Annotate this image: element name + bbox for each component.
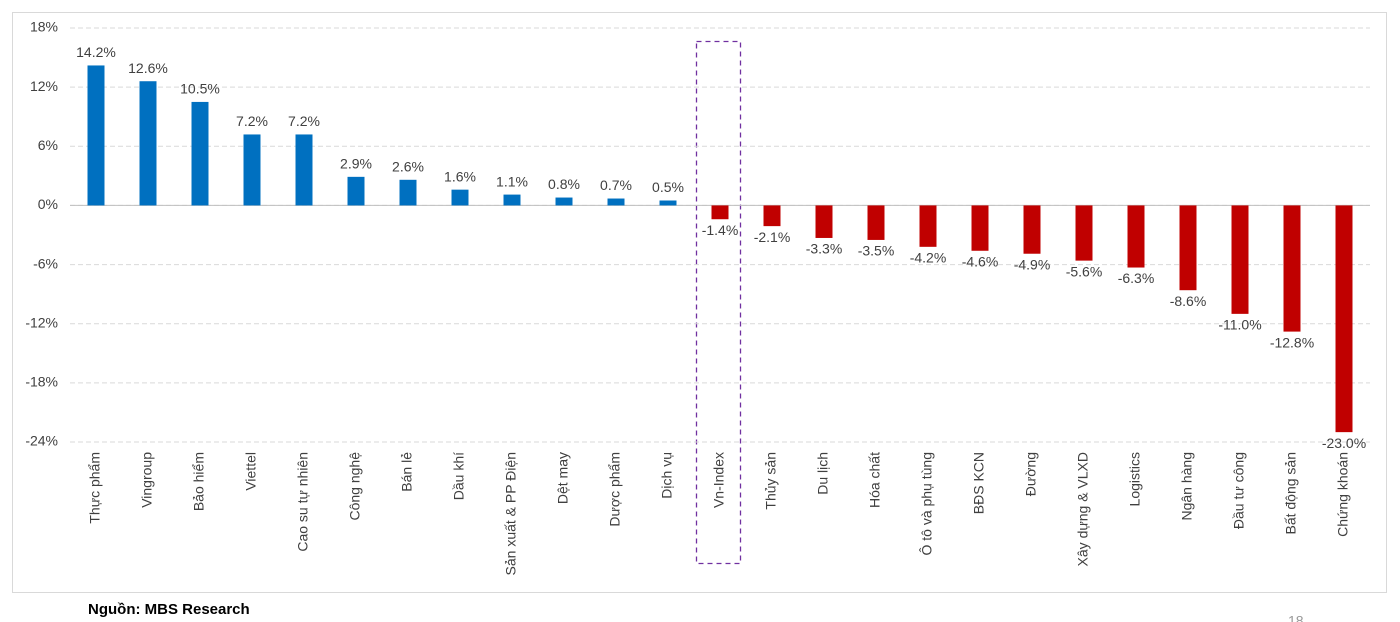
value-label: -8.6% xyxy=(1170,293,1207,309)
y-tick-label: 18% xyxy=(30,19,58,35)
value-label: -5.6% xyxy=(1066,263,1103,279)
value-label: 7.2% xyxy=(288,113,320,129)
x-tick-label: Dệt may xyxy=(555,452,571,504)
bar xyxy=(1231,205,1249,314)
x-tick-label: Đường xyxy=(1023,452,1039,496)
x-tick-label: Cao su tự nhiên xyxy=(295,452,311,552)
x-tick-label: Vn-Index xyxy=(711,452,727,508)
bar xyxy=(763,205,781,227)
bar xyxy=(1283,205,1301,332)
bar xyxy=(815,205,833,238)
value-label: -11.0% xyxy=(1218,317,1261,333)
x-tick-label: BĐS KCN xyxy=(971,452,987,514)
bar xyxy=(1179,205,1197,291)
value-label: -4.6% xyxy=(962,253,999,269)
source: Nguồn: MBS Research xyxy=(88,601,250,618)
bar xyxy=(1075,205,1093,261)
bar xyxy=(399,179,417,206)
value-label: -3.3% xyxy=(806,241,843,257)
value-label: 7.2% xyxy=(236,113,268,129)
bar xyxy=(243,134,261,206)
x-tick-label: Dược phẩm xyxy=(607,452,623,527)
value-label: 0.5% xyxy=(652,179,684,195)
x-tick-label: Hóa chất xyxy=(867,452,883,508)
x-tick-label: Logistics xyxy=(1127,452,1143,506)
bar xyxy=(1335,205,1353,433)
x-tick-label: Bất động sản xyxy=(1283,452,1299,535)
bar xyxy=(503,194,521,206)
bar xyxy=(607,198,625,206)
bar xyxy=(711,205,729,220)
value-label: 0.8% xyxy=(548,176,580,192)
value-label: -4.9% xyxy=(1014,256,1051,272)
value-label: 10.5% xyxy=(180,81,220,97)
value-label: -4.2% xyxy=(910,250,947,266)
bar xyxy=(919,205,937,247)
x-tick-label: Dịch vụ xyxy=(659,452,675,499)
bar xyxy=(1127,205,1145,268)
value-label: -2.1% xyxy=(754,229,791,245)
page-number: 18 xyxy=(1288,613,1304,622)
value-label: -1.4% xyxy=(702,222,739,238)
highlight-box xyxy=(695,40,742,565)
value-label: 1.1% xyxy=(496,173,528,189)
bar xyxy=(971,205,989,251)
bar xyxy=(867,205,885,240)
bar xyxy=(347,176,365,206)
value-label: -6.3% xyxy=(1118,270,1155,286)
x-tick-label: Vingroup xyxy=(139,452,155,508)
bar xyxy=(139,81,157,206)
value-label: 2.9% xyxy=(340,156,372,172)
y-tick-label: -12% xyxy=(25,314,58,330)
x-tick-label: Ô tô và phụ tùng xyxy=(919,452,935,556)
x-tick-label: Viettel xyxy=(243,452,259,491)
value-label: 14.2% xyxy=(76,44,116,60)
x-tick-label: Bán lẻ xyxy=(399,452,415,492)
value-label: 12.6% xyxy=(128,60,168,76)
x-tick-label: Xây dựng & VLXD xyxy=(1075,452,1091,566)
value-label: 1.6% xyxy=(444,168,476,184)
x-tick-label: Thực phẩm xyxy=(87,452,103,524)
y-tick-label: -18% xyxy=(25,374,58,390)
y-tick-label: 12% xyxy=(30,78,58,94)
bar xyxy=(555,197,573,206)
x-tick-label: Ngân hàng xyxy=(1179,452,1195,521)
chart-frame xyxy=(12,12,1387,593)
y-tick-label: -24% xyxy=(25,433,58,449)
value-label: -12.8% xyxy=(1270,334,1314,350)
bar xyxy=(295,134,313,206)
y-tick-label: -6% xyxy=(33,255,58,271)
bar xyxy=(659,200,677,206)
value-label: 0.7% xyxy=(600,177,632,193)
x-tick-label: Công nghệ xyxy=(347,452,363,521)
y-tick-label: 0% xyxy=(38,196,58,212)
x-tick-label: Chứng khoán xyxy=(1335,452,1351,537)
x-tick-label: Đầu tư công xyxy=(1231,452,1247,529)
value-label: -3.5% xyxy=(858,243,895,259)
x-tick-label: Dầu khí xyxy=(451,452,467,500)
y-tick-label: 6% xyxy=(38,137,58,153)
bar xyxy=(451,189,469,206)
bar xyxy=(191,101,209,206)
x-tick-label: Sản xuất & PP Điện xyxy=(503,452,519,575)
x-tick-label: Bảo hiểm xyxy=(191,452,207,511)
value-label: 2.6% xyxy=(392,159,424,175)
bar xyxy=(1023,205,1041,254)
value-label: -23.0% xyxy=(1322,435,1366,451)
x-tick-label: Thủy sản xyxy=(763,452,779,510)
x-tick-label: Du lịch xyxy=(815,452,831,495)
bar xyxy=(87,65,105,206)
